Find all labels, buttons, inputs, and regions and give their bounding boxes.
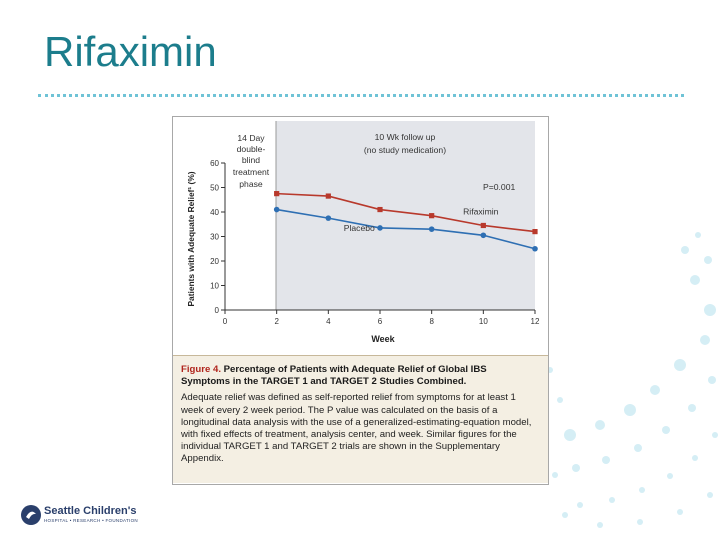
y-tick-label-4: 40 [210,208,219,217]
rifaximin-legend-label: Rifaximin [463,207,499,217]
treatment-phase-line-3: blind [242,155,260,165]
y-tick-label-1: 10 [210,282,219,291]
x-tick-label-5: 10 [479,317,488,326]
followup-sublabel: (no study medication) [364,145,446,155]
treatment-phase-line-5: phase [239,179,263,189]
y-tick-label-2: 20 [210,257,219,266]
caption-title: Percentage of Patients with Adequate Rel… [181,364,487,388]
placebo-point-4 [480,232,487,239]
logo-subtitle: HOSPITAL • RESEARCH • FOUNDATION [44,518,138,523]
figure-caption: Figure 4. Percentage of Patients with Ad… [173,355,548,483]
placebo-point-0 [273,206,280,213]
placebo-series-line [276,208,536,250]
followup-label: 10 Wk follow up [375,132,436,142]
rifaximin-point-1 [325,193,331,199]
placebo-point-2 [377,225,383,231]
treatment-phase-line-1: 14 Day [237,133,265,143]
x-tick-label-2: 4 [326,317,331,326]
rifaximin-series-line [276,192,536,233]
y-tick-label-6: 60 [210,159,219,168]
placebo-point-1 [325,215,332,221]
placebo-point-3 [428,226,435,232]
y-tick-label-5: 50 [210,184,219,193]
rifaximin-point-5 [532,229,538,235]
slide-title: Rifaximin [44,28,217,75]
y-tick-label-0: 0 [215,306,220,315]
x-tick-label-4: 8 [429,317,434,326]
p-value-label: P=0.001 [483,182,515,192]
placebo-point-5 [532,245,538,252]
followup-shaded-region [276,121,535,310]
rifaximin-point-4 [480,222,486,229]
line-chart: 14 Day double- blind treatment phase 10 … [186,121,540,344]
y-axis-label: Patients with Adequate Relief¹ (%) [186,171,196,306]
x-tick-label-0: 0 [223,317,228,326]
treatment-phase-line-4: treatment [233,167,270,177]
placebo-legend-label: Placebo [344,223,375,233]
y-tick-label-3: 30 [210,233,219,242]
title-divider [38,94,684,97]
x-tick-label-6: 12 [531,317,540,326]
rifaximin-point-0 [274,191,280,197]
caption-figure-label: Figure 4. [181,364,221,375]
caption-body: Adequate relief was defined as self-repo… [181,392,532,465]
x-axis-label: Week [371,334,395,344]
x-tick-label-1: 2 [274,317,279,326]
rifaximin-point-3 [429,213,435,219]
treatment-phase-line-2: double- [237,144,266,154]
rifaximin-point-2 [377,206,383,213]
seattle-childrens-logo-icon [21,505,41,525]
figure-panel: 14 Day double- blind treatment phase 10 … [172,116,549,485]
logo-name: Seattle Children's [44,505,137,517]
x-tick-label-3: 6 [378,317,383,326]
